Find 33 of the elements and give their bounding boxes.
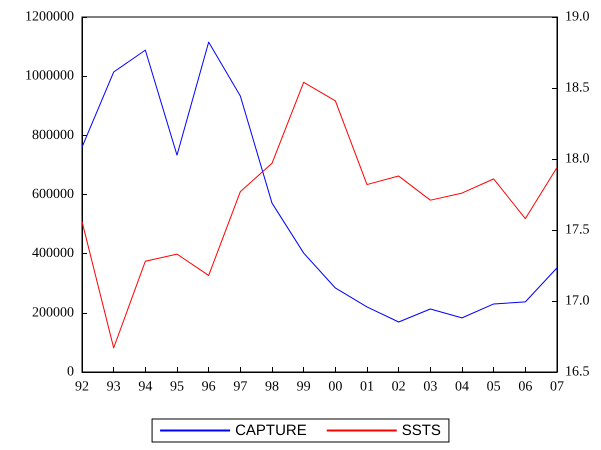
x-tick-label: 02 [392,380,406,394]
y-tick-label: 600000 [32,187,74,202]
y2-tick-label: 18.5 [565,80,590,96]
x-tick-label: 96 [202,380,216,394]
y2-tick-label: 18.0 [565,152,590,166]
line-series [82,42,558,323]
x-tick-label: 06 [518,380,532,394]
x-tick-label: 93 [106,380,121,394]
y-tick-label: 1000000 [25,68,74,84]
y-tick-label: 1200000 [25,10,74,24]
x-tick-label: 00 [328,380,342,394]
y-tick-label: 200000 [32,305,74,320]
y2-tick-label: 16.5 [565,364,590,380]
x-tick-label: 94 [138,380,152,394]
x-tick-label: 05 [486,380,501,394]
y2-tick-label: 19.0 [565,10,590,24]
x-tick-label: 97 [233,380,248,394]
x-tick-label: 03 [423,380,438,394]
x-tick-label: 95 [170,380,184,394]
y-tick-label: 800000 [32,128,74,143]
x-tick-label: 01 [360,380,374,394]
legend-label: SSTS [402,422,441,439]
x-tick-label: 99 [296,380,311,394]
y-tick-label: 0 [67,364,74,380]
x-tick-label: 07 [550,380,564,394]
y2-tick-label: 17.5 [565,222,590,238]
x-tick-label: 92 [75,380,89,394]
x-tick-label: 04 [455,380,469,394]
y2-tick-label: 17.0 [565,294,590,308]
y-tick-label: 400000 [32,246,74,262]
legend-label: CAPTURE [235,422,307,439]
x-tick-label: 98 [265,380,279,394]
line-series [82,82,558,348]
